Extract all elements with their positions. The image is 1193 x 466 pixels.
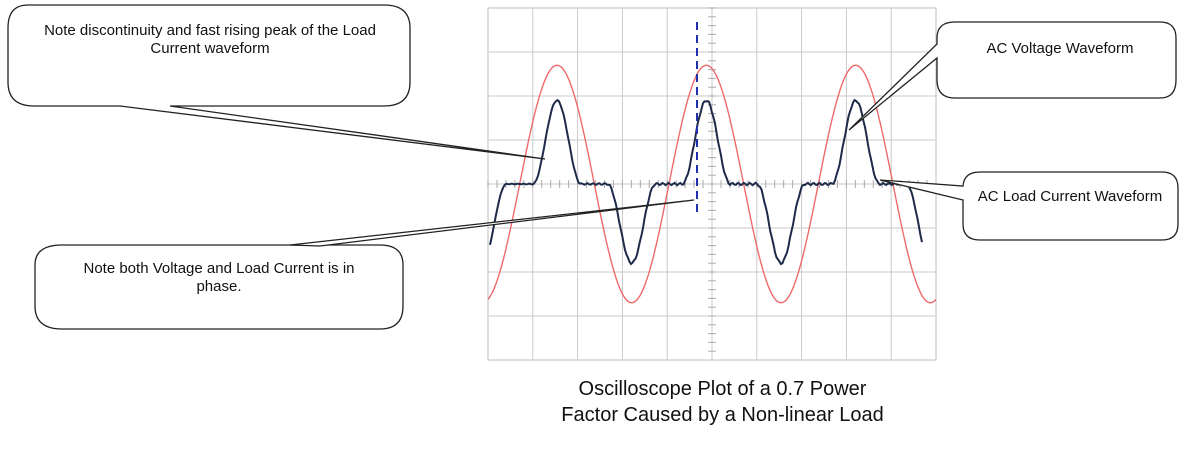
callout-bubble-discontinuity (7, 4, 546, 160)
callout-pointer-in-phase (289, 199, 695, 247)
callout-text-discontinuity: Note discontinuity and fast rising peak … (44, 22, 376, 57)
ac-voltage-waveform (487, 64, 937, 304)
callout-text-ac-load-current: AC Load Current Waveform (977, 188, 1163, 205)
callout-bubble-in-phase (34, 244, 404, 330)
ac-load-current-waveform (489, 98, 923, 266)
callout-text-in-phase: Note both Voltage and Load Current is in… (83, 260, 355, 295)
callout-bubble-ac-load-current (879, 171, 1179, 241)
callout-text-ac-voltage: AC Voltage Waveform (986, 40, 1134, 57)
callout-bubble-ac-voltage (848, 21, 1177, 131)
center-axis-ticks (487, 7, 928, 352)
oscilloscope-screen (487, 7, 937, 361)
figure-caption: Oscilloscope Plot of a 0.7 Power Factor … (561, 378, 884, 426)
